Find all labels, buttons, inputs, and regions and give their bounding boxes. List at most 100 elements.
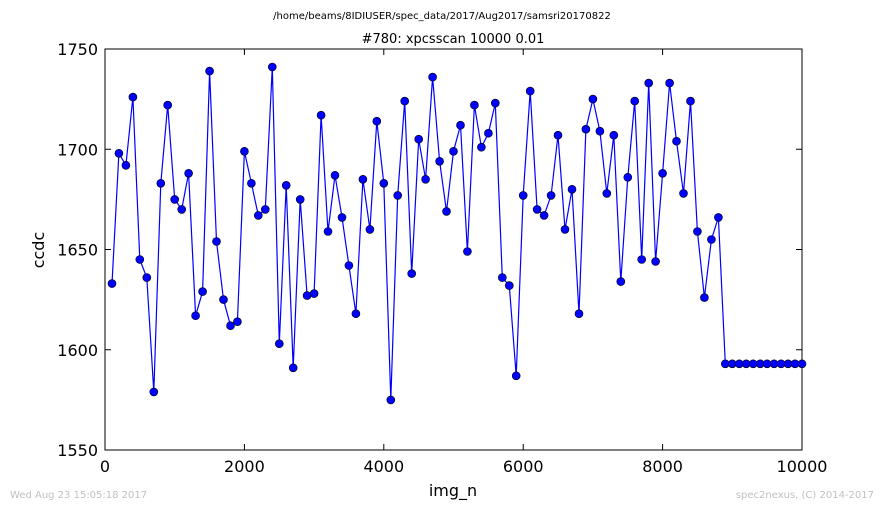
x-axis-label: img_n	[429, 481, 477, 501]
data-point	[323, 227, 333, 236]
data-point	[442, 207, 451, 216]
y-axis-label: ccdc	[29, 232, 48, 269]
data-point	[386, 395, 396, 405]
x-tick-label: 0	[100, 457, 110, 476]
data-point	[449, 147, 458, 156]
x-tick-label: 10000	[777, 457, 828, 476]
data-point	[414, 134, 424, 144]
data-point	[539, 211, 549, 220]
data-point	[156, 179, 166, 188]
data-point	[107, 279, 117, 288]
y-tick-label: 1700	[57, 140, 98, 159]
data-point	[295, 195, 305, 204]
data-point	[219, 295, 228, 304]
data-point	[546, 191, 556, 200]
chart-title: #780: xpcsscan 10000 0.01	[362, 32, 545, 47]
data-point	[511, 371, 521, 381]
data-point	[393, 191, 403, 200]
data-point	[679, 189, 688, 198]
data-point	[484, 128, 493, 138]
y-tick-label: 1650	[57, 241, 98, 260]
data-point	[609, 130, 619, 140]
data-point	[714, 213, 723, 222]
data-point	[693, 227, 702, 236]
data-point	[672, 136, 681, 146]
data-point	[114, 149, 124, 158]
data-point	[226, 321, 235, 331]
data-point	[170, 195, 179, 204]
data-point	[407, 269, 417, 278]
data-point	[379, 179, 389, 188]
data-point	[260, 205, 270, 214]
data-point	[428, 72, 437, 82]
data-point	[121, 161, 131, 170]
data-point	[553, 130, 563, 140]
data-point	[707, 235, 716, 244]
y-tick-label: 1550	[57, 441, 98, 460]
data-point	[567, 185, 577, 194]
data-point	[470, 100, 479, 110]
data-point	[316, 110, 326, 120]
data-point	[623, 173, 633, 182]
data-point	[490, 98, 500, 108]
data-point	[658, 169, 667, 178]
data-point	[205, 66, 214, 76]
series-markers	[107, 62, 807, 405]
data-point	[309, 289, 319, 298]
data-point	[456, 120, 465, 130]
data-point	[135, 255, 145, 264]
data-point	[267, 62, 277, 72]
data-point	[435, 157, 444, 166]
data-point	[163, 100, 172, 110]
footer-timestamp: Wed Aug 23 15:05:18 2017	[10, 490, 147, 501]
data-point	[372, 116, 382, 126]
data-point	[330, 171, 340, 180]
data-point	[421, 175, 430, 184]
data-point	[281, 181, 291, 190]
data-point	[560, 225, 570, 234]
data-point	[595, 126, 605, 136]
data-point	[191, 311, 200, 321]
data-point	[184, 169, 193, 178]
data-point	[525, 86, 535, 96]
data-point	[400, 96, 410, 106]
series-line	[111, 66, 802, 400]
data-point	[616, 277, 626, 286]
data-point	[574, 309, 584, 319]
x-tick-label: 6000	[503, 457, 544, 476]
data-point	[477, 142, 486, 152]
data-point	[700, 293, 709, 302]
data-point	[274, 339, 284, 349]
data-point	[463, 247, 472, 256]
data-point	[581, 124, 591, 134]
x-tick-label: 8000	[642, 457, 683, 476]
data-point	[365, 225, 375, 234]
data-point	[588, 94, 598, 104]
x-tick-label: 2000	[224, 457, 265, 476]
data-point	[651, 257, 660, 266]
y-tick-label: 1600	[57, 341, 98, 360]
data-point	[351, 309, 361, 319]
data-point	[142, 273, 152, 282]
data-point	[337, 213, 347, 222]
data-point	[358, 175, 368, 184]
data-point	[644, 78, 654, 88]
data-point	[630, 96, 640, 106]
data-point	[288, 363, 298, 373]
plot-content	[107, 62, 807, 405]
data-point	[497, 273, 507, 282]
data-point	[177, 205, 186, 214]
data-point	[504, 281, 514, 290]
x-tick-label: 4000	[363, 457, 404, 476]
data-point	[212, 237, 221, 246]
data-point	[686, 96, 695, 106]
data-point	[532, 205, 542, 214]
data-point	[602, 189, 612, 198]
data-point	[797, 359, 807, 369]
data-point	[637, 255, 647, 264]
x-axis: 0 2000 4000 6000 8000 10000	[100, 49, 828, 476]
figure-suptitle: /home/beams/8IDIUSER/spec_data/2017/Aug2…	[273, 11, 611, 22]
data-point	[198, 287, 207, 296]
data-point	[128, 92, 138, 102]
